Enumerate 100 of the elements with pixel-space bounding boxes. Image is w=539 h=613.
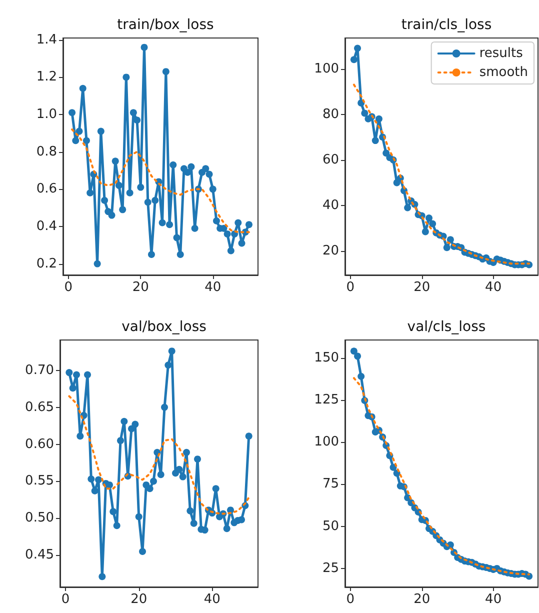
point [86, 189, 94, 196]
x-tick-label: 20 [130, 592, 148, 607]
y-tick-label: 0.2 [36, 256, 57, 272]
point [164, 362, 172, 369]
point [168, 348, 176, 355]
point [148, 250, 155, 258]
x-tick-label: 40 [485, 280, 502, 295]
y-tick-label: 60 [322, 152, 339, 168]
point [429, 220, 436, 228]
y-tick-label: 1.0 [36, 107, 57, 122]
y-tick-label: 1.4 [36, 32, 57, 48]
point [146, 485, 154, 492]
point [162, 68, 170, 76]
point [176, 250, 184, 258]
point [113, 522, 120, 530]
point [135, 513, 142, 520]
point [238, 240, 246, 247]
point [120, 418, 128, 425]
point [101, 196, 108, 204]
point [173, 234, 180, 242]
point [404, 204, 412, 212]
y-tick-label: 1.2 [36, 70, 57, 85]
point [186, 507, 194, 514]
y-tick-label: 0.65 [25, 400, 54, 415]
point [84, 371, 91, 378]
legend-label: smooth [479, 65, 528, 80]
point [375, 115, 382, 122]
y-tick-label: 0.8 [36, 144, 57, 160]
point [245, 432, 252, 440]
point [358, 372, 365, 380]
point [130, 109, 137, 116]
x-tick-label: 40 [204, 592, 220, 607]
point [76, 128, 83, 135]
point [382, 150, 390, 157]
x-tick-label: 20 [414, 592, 430, 607]
y-tick-label: 0.70 [25, 362, 54, 378]
point [110, 508, 117, 516]
point [106, 481, 113, 488]
y-tick-label: 0.50 [25, 510, 54, 526]
x-tick-label: 0 [346, 280, 354, 295]
point [206, 170, 213, 178]
chart-title: val/box_loss [122, 319, 206, 335]
point [194, 456, 201, 463]
point [82, 137, 90, 144]
point [223, 525, 230, 532]
point [115, 182, 122, 189]
point [170, 161, 177, 168]
point [126, 189, 134, 196]
point [132, 420, 139, 428]
point [245, 221, 252, 228]
y-tick-label: 80 [322, 106, 339, 122]
x-tick-label: 20 [414, 280, 430, 295]
point [212, 485, 220, 492]
chart-title: val/cls_loss [407, 319, 486, 335]
point [238, 516, 245, 524]
x-tick-label: 40 [485, 592, 502, 607]
y-tick-label: 0.6 [36, 182, 57, 197]
point [98, 573, 106, 580]
point [354, 44, 362, 52]
point [144, 198, 152, 206]
y-tick-label: 50 [322, 518, 339, 534]
point [354, 352, 362, 360]
y-tick-label: 125 [314, 392, 339, 408]
point [443, 244, 450, 252]
y-tick-label: 40 [322, 198, 339, 213]
point [202, 165, 210, 172]
point [137, 184, 144, 191]
point [390, 464, 397, 471]
y-tick-label: 0.4 [36, 218, 57, 234]
point [166, 221, 174, 228]
point [179, 473, 186, 480]
point [446, 236, 454, 244]
x-tick-label: 20 [132, 280, 149, 295]
y-tick-label: 100 [314, 61, 339, 76]
point [157, 471, 164, 478]
x-tick-label: 40 [204, 280, 222, 295]
point [234, 219, 242, 226]
point [66, 369, 73, 376]
point [140, 44, 148, 51]
point [119, 206, 126, 214]
point [91, 487, 98, 494]
point [422, 228, 429, 236]
point [79, 84, 86, 92]
y-tick-label: 0.55 [25, 474, 54, 489]
x-tick-label: 0 [346, 592, 354, 607]
x-tick-label: 0 [64, 280, 73, 295]
point [209, 186, 216, 193]
point [122, 74, 130, 81]
y-tick-label: 0.60 [25, 436, 54, 452]
point [139, 548, 146, 555]
point [117, 437, 124, 444]
point [361, 110, 368, 117]
x-tick-label: 0 [61, 592, 70, 607]
point [212, 217, 220, 224]
chart-title: train/box_loss [117, 17, 214, 33]
point [112, 158, 119, 165]
point [68, 109, 76, 116]
y-tick-label: 100 [314, 434, 339, 450]
point [372, 137, 379, 144]
point [350, 348, 358, 355]
